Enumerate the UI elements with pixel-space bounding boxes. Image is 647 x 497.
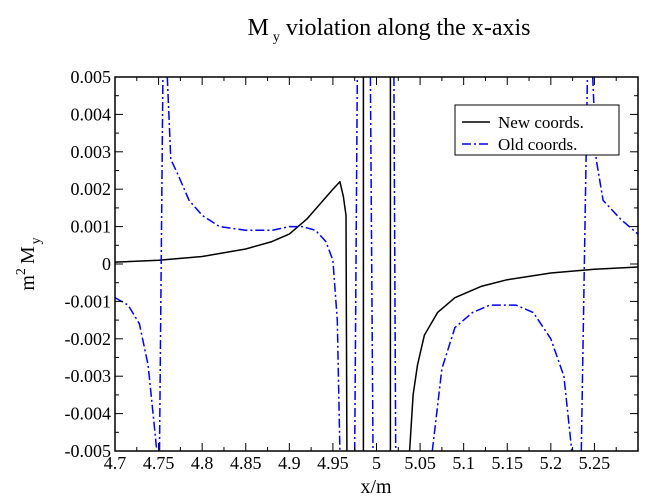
title-symbol: M xyxy=(248,15,269,41)
x-tick-label: 5 xyxy=(372,453,381,473)
y-tick-label: -0.001 xyxy=(65,291,112,311)
legend-box xyxy=(454,104,620,156)
x-tick-label: 5.2 xyxy=(540,453,563,473)
series-new-coords xyxy=(115,77,638,451)
x-tick-label: 4.75 xyxy=(143,453,175,473)
x-tick-label: 4.85 xyxy=(230,453,262,473)
y-tick-label: -0.005 xyxy=(65,441,112,461)
y-label-sub: y xyxy=(29,237,44,244)
series-old-coords xyxy=(115,77,638,451)
series-line-segment xyxy=(431,304,573,451)
y-label-base: m xyxy=(17,275,39,291)
series-line-segment xyxy=(591,77,638,235)
x-tick-label: 5.15 xyxy=(492,453,524,473)
x-axis-label: x/m xyxy=(360,476,392,497)
legend-label: New coords. xyxy=(498,113,584,132)
series-line-segment xyxy=(369,77,374,451)
x-tick-label: 4.9 xyxy=(278,453,301,473)
y-axis: -0.005 -0.004 -0.003 -0.002 -0.001 0 0.001 0.00… xyxy=(65,67,638,461)
y-tick-label: 0.003 xyxy=(71,142,112,162)
y-label-sup: 2 xyxy=(14,268,29,275)
series-line-segment xyxy=(115,180,348,451)
series-line-segment xyxy=(115,297,158,451)
series-line-segment xyxy=(408,266,638,451)
x-tick-label: 4.95 xyxy=(317,453,349,473)
series-line-segment xyxy=(353,77,359,451)
y-tick-label: 0.002 xyxy=(71,179,112,199)
y-label-var: M xyxy=(17,246,39,264)
x-axis: 4.7 4.75 4.8 4.85 4.9 4.95 5 5.05 5.1 5.15 5.2 5.25 xyxy=(104,77,617,473)
y-tick-label: 0 xyxy=(102,254,111,274)
title-rest: violation along the x-axis xyxy=(280,15,531,41)
y-tick-label: -0.004 xyxy=(65,404,112,424)
series-line-segment xyxy=(393,77,397,451)
legend: New coords. Old coords. xyxy=(454,104,620,156)
y-tick-label: -0.002 xyxy=(65,329,112,349)
x-tick-label: 5.1 xyxy=(452,453,475,473)
y-tick-label: 0.001 xyxy=(71,217,112,237)
series-line-segment xyxy=(166,77,341,451)
x-tick-label: 5.05 xyxy=(404,453,436,473)
y-tick-label: 0.004 xyxy=(71,104,112,124)
x-tick-label: 4.8 xyxy=(191,453,214,473)
x-tick-label: 4.7 xyxy=(104,453,127,473)
x-tick-label: 5.25 xyxy=(579,453,611,473)
title-subscript: y xyxy=(273,30,280,45)
y-axis-label: m2 My xyxy=(14,237,44,290)
series-line-segment xyxy=(158,77,164,451)
legend-label: Old coords. xyxy=(498,135,577,154)
y-tick-label: -0.003 xyxy=(65,366,112,386)
y-tick-label: 0.005 xyxy=(71,67,112,87)
series-layer xyxy=(115,77,638,451)
